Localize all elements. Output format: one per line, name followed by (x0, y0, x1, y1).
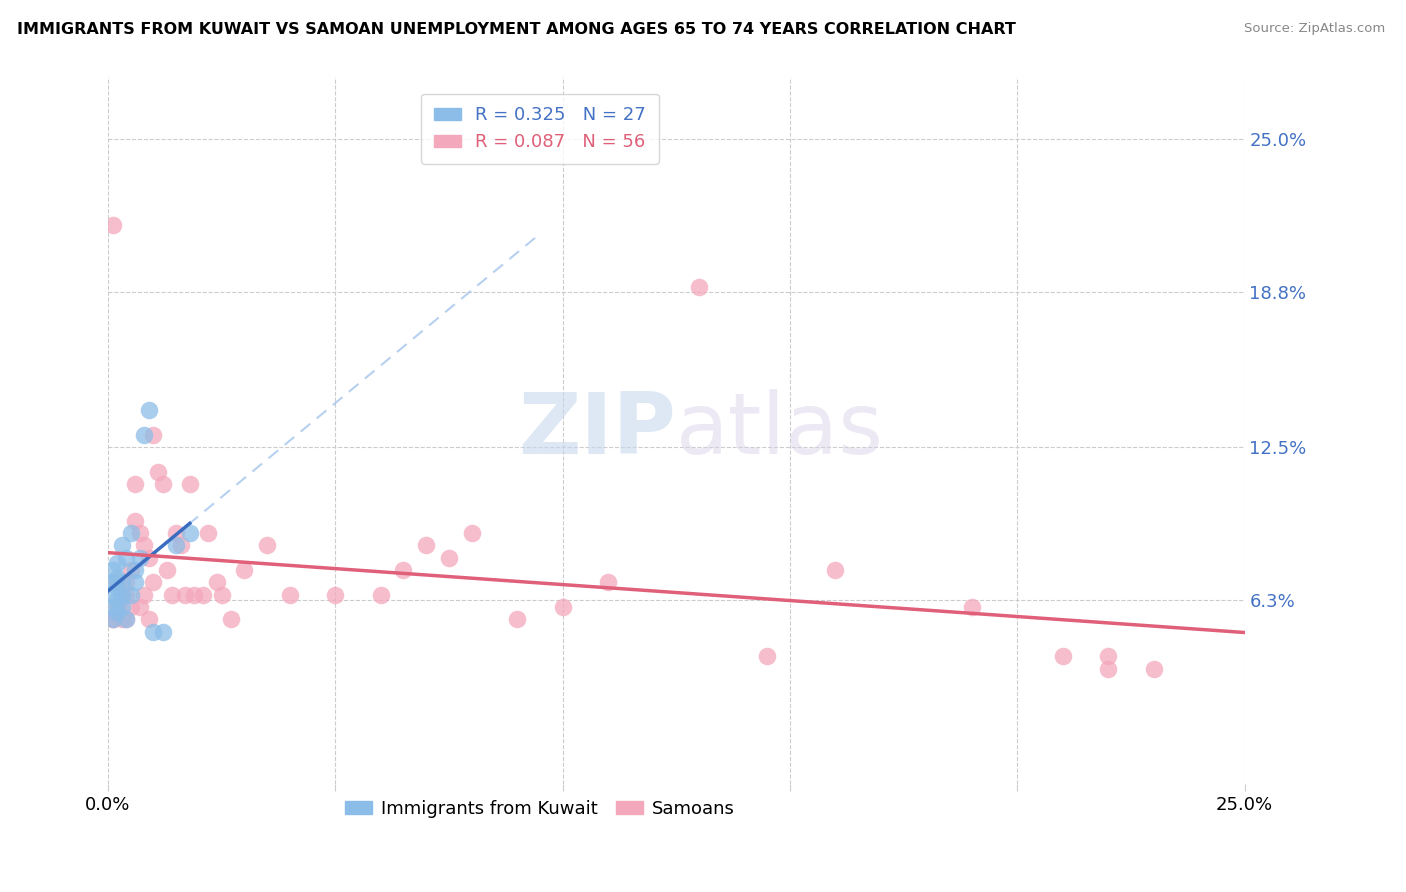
Point (111, 588, 134, 602)
Point (124, 514, 146, 528)
Point (111, 612, 134, 626)
Point (142, 624, 165, 639)
Point (170, 539, 193, 553)
Point (124, 563, 146, 577)
Point (233, 563, 256, 577)
Text: IMMIGRANTS FROM KUWAIT VS SAMOAN UNEMPLOYMENT AMONG AGES 65 TO 74 YEARS CORRELAT: IMMIGRANTS FROM KUWAIT VS SAMOAN UNEMPLO… (17, 22, 1015, 37)
Point (756, 649, 779, 664)
Point (120, 600, 142, 615)
Point (152, 624, 174, 639)
Point (111, 539, 134, 553)
Point (128, 600, 150, 615)
Point (128, 550, 150, 565)
Point (142, 575, 165, 590)
Point (219, 612, 242, 626)
Point (205, 575, 228, 590)
Point (101, 612, 124, 626)
Point (124, 575, 146, 590)
Point (105, 605, 128, 619)
Point (146, 465, 169, 479)
Point (105, 556, 128, 570)
Point (134, 539, 156, 553)
Text: atlas: atlas (676, 390, 884, 473)
Point (256, 539, 278, 553)
Point (960, 600, 983, 615)
Point (105, 592, 128, 607)
Point (596, 575, 619, 590)
Point (105, 600, 128, 615)
Point (138, 612, 160, 626)
Legend: Immigrants from Kuwait, Samoans: Immigrants from Kuwait, Samoans (337, 792, 742, 825)
Point (138, 403, 160, 417)
Point (134, 588, 156, 602)
Point (128, 526, 150, 541)
Point (160, 588, 183, 602)
Point (120, 563, 142, 577)
Point (1052, 649, 1074, 664)
Point (179, 526, 201, 541)
Point (1097, 649, 1119, 664)
Point (183, 588, 205, 602)
Point (115, 588, 138, 602)
Point (437, 550, 460, 565)
Point (415, 539, 437, 553)
Text: ZIP: ZIP (519, 390, 676, 473)
Point (134, 427, 156, 442)
Point (115, 550, 138, 565)
Point (105, 575, 128, 590)
Point (115, 612, 138, 626)
Point (551, 600, 574, 615)
Point (156, 563, 179, 577)
Point (142, 427, 165, 442)
Point (101, 600, 124, 615)
Text: Source: ZipAtlas.com: Source: ZipAtlas.com (1244, 22, 1385, 36)
Point (824, 563, 846, 577)
Point (138, 550, 160, 565)
Point (278, 588, 301, 602)
Point (115, 575, 138, 590)
Point (152, 476, 174, 491)
Point (101, 588, 124, 602)
Point (101, 612, 124, 626)
Point (165, 539, 187, 553)
Point (688, 280, 710, 294)
Point (101, 612, 124, 626)
Point (101, 219, 124, 233)
Point (370, 588, 392, 602)
Point (101, 563, 124, 577)
Point (197, 526, 219, 541)
Point (1097, 662, 1119, 676)
Point (105, 570, 128, 584)
Point (124, 476, 146, 491)
Point (193, 588, 215, 602)
Point (120, 588, 142, 602)
Point (1142, 662, 1164, 676)
Point (179, 476, 201, 491)
Point (101, 575, 124, 590)
Point (120, 526, 142, 541)
Point (323, 588, 346, 602)
Point (165, 526, 187, 541)
Point (111, 600, 134, 615)
Point (115, 612, 138, 626)
Point (506, 612, 529, 626)
Point (211, 588, 233, 602)
Point (392, 563, 415, 577)
Point (105, 580, 128, 594)
Point (111, 588, 134, 602)
Point (460, 526, 482, 541)
Point (111, 575, 134, 590)
Point (174, 588, 197, 602)
